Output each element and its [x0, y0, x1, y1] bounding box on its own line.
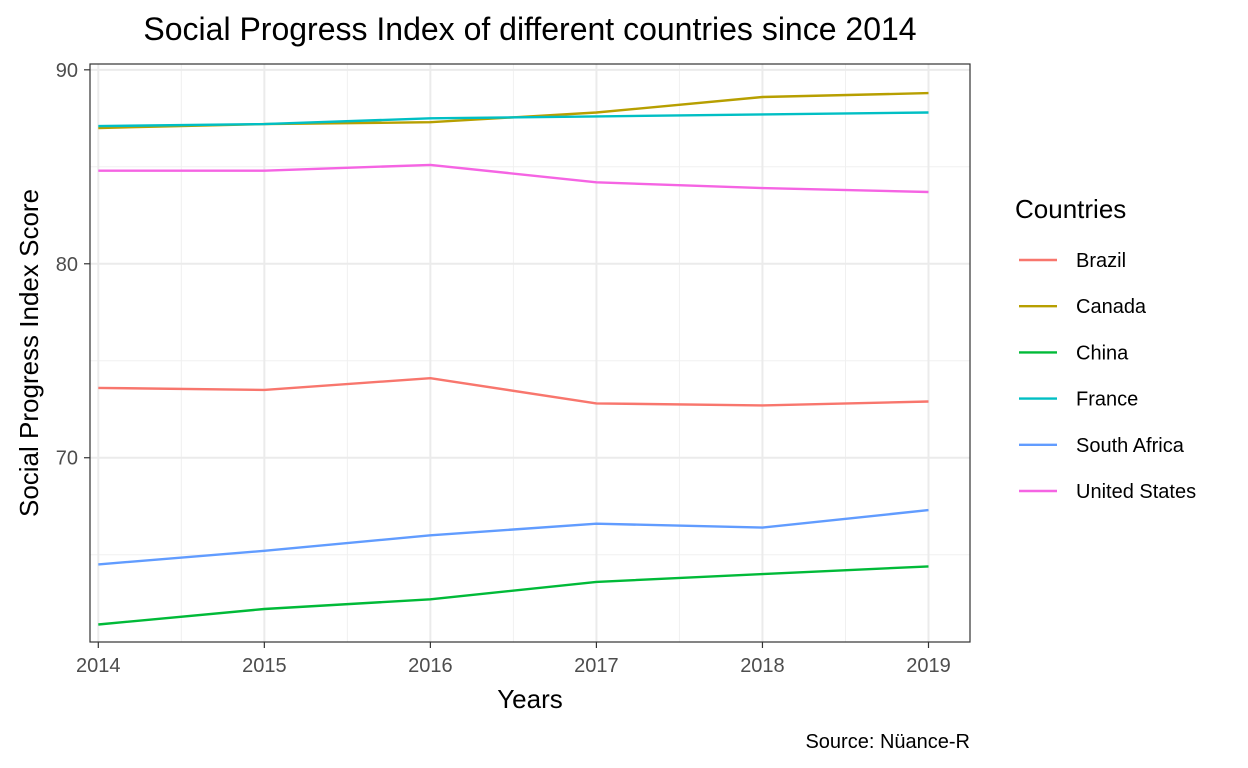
series-line-south-africa: [98, 508, 929, 566]
plot-panel-background: [90, 64, 970, 642]
y-tick-label: 90: [56, 60, 78, 82]
x-tick-label: 2016: [408, 655, 453, 677]
legend-label-brazil: Brazil: [1076, 250, 1126, 272]
x-tick-label: 2018: [740, 655, 785, 677]
legend-label-france: France: [1076, 389, 1138, 411]
series-line-france: [98, 111, 929, 128]
legend-label-china: China: [1076, 342, 1129, 364]
chart-title: Social Progress Index of different count…: [143, 11, 916, 47]
y-tick-label: 70: [56, 448, 78, 470]
legend: Countries Brazil Canada China France South A…: [1015, 194, 1196, 503]
legend-label-united-states: United States: [1076, 481, 1196, 503]
grid-layer: [90, 64, 970, 642]
x-tick-label: 2014: [76, 655, 121, 677]
series-line-united-states: [98, 163, 929, 194]
axis-layer: 2014 2015 2016 2017 2018 2019 70 80 90: [56, 60, 951, 677]
x-tick-label: 2017: [574, 655, 619, 677]
x-tick-label: 2015: [242, 655, 287, 677]
chart-caption: Source: Nüance-R: [805, 731, 970, 753]
series-layer: [98, 91, 929, 626]
plot-panel-border: [89, 63, 971, 643]
legend-label-south-africa: South Africa: [1076, 435, 1185, 457]
y-tick-label: 80: [56, 254, 78, 276]
x-axis-title: Years: [497, 684, 563, 714]
series-line-china: [98, 565, 929, 626]
legend-label-canada: Canada: [1076, 296, 1147, 318]
legend-title: Countries: [1015, 194, 1126, 224]
series-line-brazil: [98, 377, 929, 407]
x-tick-label: 2019: [906, 655, 951, 677]
y-axis-title: Social Progress Index Score: [14, 189, 44, 517]
